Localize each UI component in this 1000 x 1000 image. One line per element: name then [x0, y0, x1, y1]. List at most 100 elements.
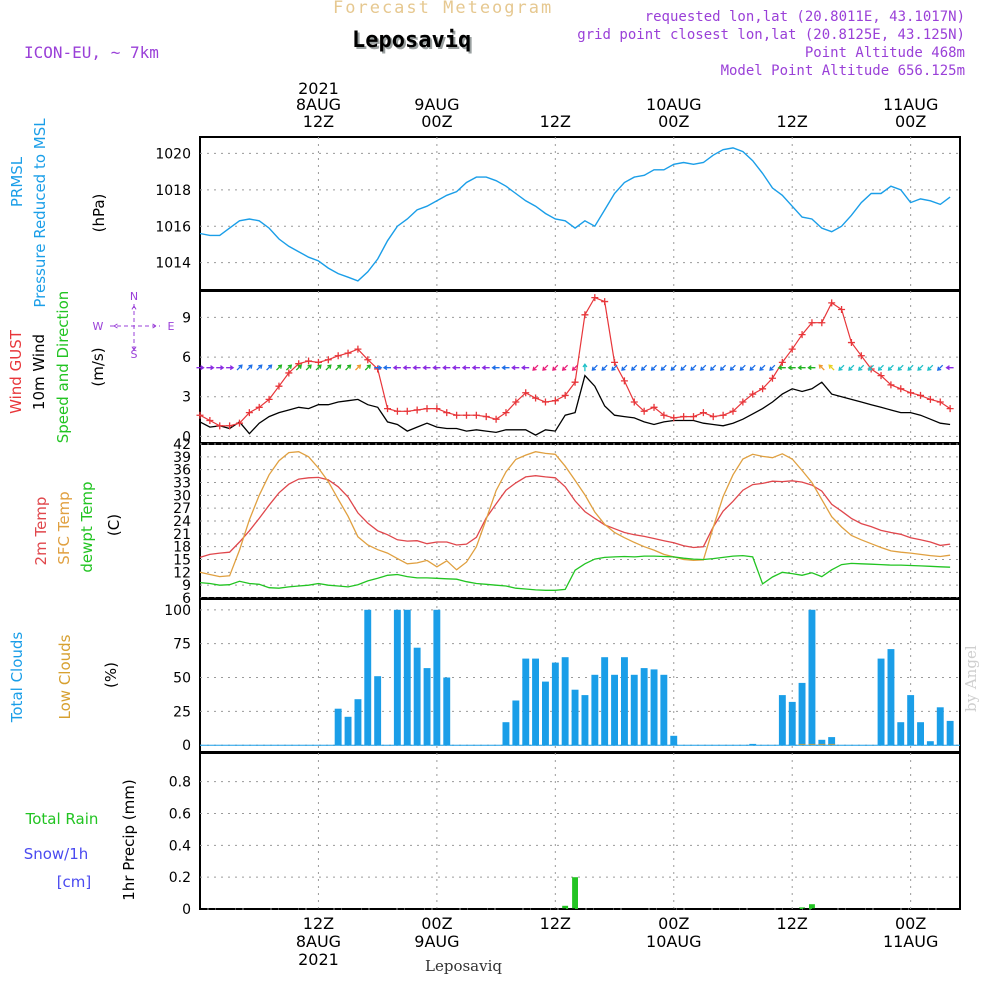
wind-gust-point	[690, 413, 698, 421]
temperature-ytick-label: 33	[173, 476, 191, 492]
wind-gust-point	[384, 405, 392, 413]
wind-direction-arrow	[759, 364, 766, 371]
top-axis-hour: 00Z	[658, 112, 689, 131]
pressure-ytick-label: 1018	[155, 183, 191, 199]
wind-gust-point	[630, 398, 638, 406]
wind-direction-arrow	[611, 364, 618, 371]
wind-direction-arrow	[887, 364, 894, 371]
total-cloud-bar	[374, 676, 382, 746]
wind-direction-arrow	[276, 364, 283, 371]
wind-direction-arrow	[709, 364, 717, 371]
wind-gust-point	[847, 339, 855, 347]
total-cloud-bar	[551, 662, 559, 746]
wind-speed-line	[199, 374, 951, 436]
total-cloud-bar	[946, 720, 954, 746]
total-cloud-bar	[403, 609, 411, 746]
low-cloud-bar	[818, 743, 826, 746]
temp-2m-line	[199, 475, 951, 559]
wind-direction-arrow	[660, 364, 667, 371]
total-cloud-bar	[907, 695, 915, 746]
precip-frame	[199, 752, 961, 910]
watermark: by Angel	[962, 645, 980, 712]
temperature-ytick-label: 12	[173, 565, 191, 581]
wind-direction-arrow	[442, 365, 451, 371]
bottom-axis-hour: 00Z	[658, 914, 689, 933]
wind-gust-point	[620, 377, 628, 385]
wind-gust-point	[512, 398, 520, 406]
top-axis-date: 10AUG	[646, 95, 701, 114]
total-cloud-bar	[640, 668, 648, 746]
wind-gust-point	[443, 409, 451, 417]
wind-gust-point	[699, 409, 707, 417]
clouds-ytick-label: 75	[173, 637, 191, 653]
wind-gust-point	[265, 395, 273, 403]
wind-direction-arrow	[719, 364, 727, 371]
total-cloud-bar	[788, 701, 796, 746]
wind-gust-point	[305, 357, 313, 365]
total-cloud-bar	[591, 674, 599, 746]
wind-gust-point	[423, 405, 431, 413]
wind-gust-point	[709, 413, 717, 421]
wind-direction-arrow	[945, 365, 954, 371]
total-cloud-bar	[443, 677, 451, 746]
wind-direction-arrow	[382, 365, 391, 371]
precip-ytick-label: 0.8	[169, 775, 191, 791]
total-cloud-bar	[502, 722, 510, 746]
wind-gust-point	[196, 411, 204, 419]
top-axis-hour: 12Z	[303, 112, 334, 131]
wind-gust-point	[818, 319, 826, 327]
wind-gust-point	[926, 395, 934, 403]
clouds-frame	[199, 598, 961, 753]
low-cloud-bar	[808, 743, 816, 746]
wind-gust-point	[798, 331, 806, 339]
wind-direction-arrow	[236, 364, 243, 371]
model-point-altitude: Model Point Altitude 656.125m	[720, 63, 965, 79]
total-cloud-bar	[936, 707, 944, 746]
wind-gust-point	[393, 407, 401, 415]
wind-gust-point	[413, 406, 421, 414]
clouds-ytick-label: 25	[173, 704, 191, 720]
wind-direction-arrow	[481, 365, 490, 371]
requested-coordinates: requested lon,lat (20.8011E, 43.1017N)	[644, 9, 965, 25]
wind-gust-point	[285, 369, 293, 377]
wind-gust-point	[759, 385, 767, 393]
wind-direction-arrow	[491, 365, 500, 371]
wind-direction-arrow	[749, 364, 756, 371]
precip-unit: 1hr Precip (mm)	[120, 779, 138, 900]
wind-gust-point	[946, 405, 954, 413]
wind-gust-point	[581, 311, 589, 319]
wind-gust-side-label: Wind GUST	[7, 329, 25, 414]
wind-direction-arrow	[777, 365, 786, 371]
pressure-line	[199, 147, 951, 282]
bottom-axis-hour: 12Z	[540, 914, 571, 933]
wind-direction-arrow	[807, 365, 816, 371]
bottom-axis-year: 2021	[298, 950, 339, 969]
wind-direction-arrow	[355, 364, 362, 371]
temperature-ytick-label: 15	[173, 553, 191, 569]
total-cloud-bar	[542, 681, 549, 746]
wind-gust-point	[226, 422, 234, 430]
wind-speed-direction-side-label: Speed and Direction	[54, 291, 72, 444]
pressure-unit: (hPa)	[90, 194, 108, 233]
rain-bar	[572, 877, 578, 909]
temperature-ytick-label: 36	[173, 463, 191, 479]
wind-gust-point	[680, 413, 688, 421]
wind-direction-arrow	[601, 364, 608, 371]
wind-gust-point	[453, 411, 461, 419]
wind-direction-arrow	[432, 365, 441, 371]
wind-direction-arrow	[451, 365, 461, 371]
wind-direction-arrow	[246, 364, 253, 371]
wind-direction-arrow	[412, 365, 421, 371]
total-cloud-bar	[334, 708, 342, 746]
wind-direction-arrow	[266, 364, 273, 371]
wind-gust-point	[897, 385, 905, 393]
wind-ytick-label: 9	[182, 310, 191, 326]
wind-direction-arrow	[461, 365, 470, 371]
top-axis-hour: 12Z	[540, 112, 571, 131]
pressure-ytick-label: 1016	[155, 219, 191, 235]
wind-gust-point	[275, 382, 283, 390]
wind-direction-arrow	[295, 364, 303, 371]
wind-gust-point	[907, 389, 915, 397]
